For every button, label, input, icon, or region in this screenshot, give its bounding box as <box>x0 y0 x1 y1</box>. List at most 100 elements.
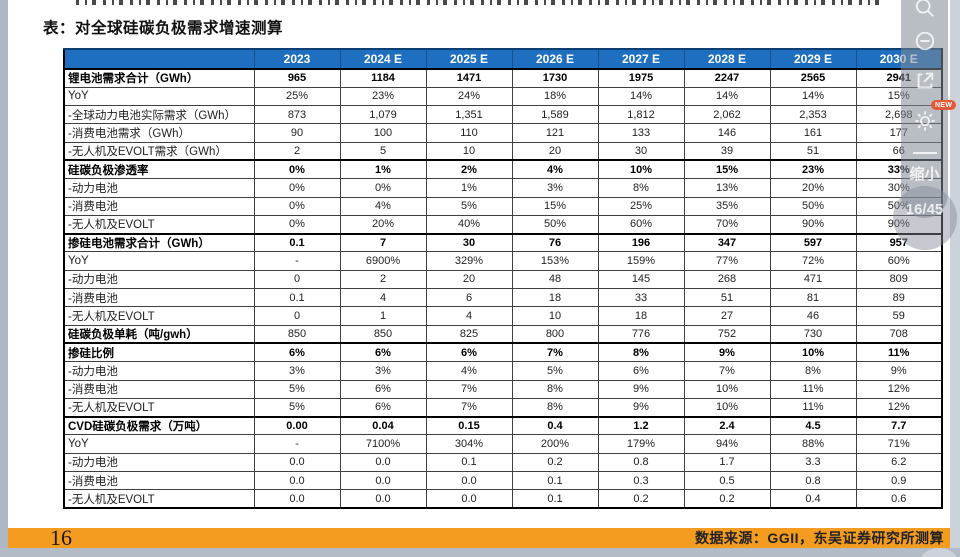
table-cell: 268 <box>683 269 771 290</box>
row-label: YoY <box>63 86 255 107</box>
table-cell: 133 <box>597 123 685 143</box>
row-label: -消费电池 <box>63 471 255 491</box>
table-cell: 39 <box>683 141 771 161</box>
table-cell: 10% <box>683 379 771 399</box>
table-cell: 0.00 <box>253 415 341 436</box>
table-cell: 81 <box>769 288 857 308</box>
row-label: 掺硅比例 <box>63 342 255 363</box>
table-cell: 6900% <box>339 251 427 271</box>
row-label: -动力电池 <box>63 178 255 198</box>
table-row: -动力电池 3% 3% 4% 5% 6% 7% 8% 9% <box>63 361 943 381</box>
brightness-icon[interactable] <box>914 110 936 132</box>
table-cell: 8% <box>597 342 685 363</box>
table-cell: 51 <box>769 141 857 161</box>
table-cell: 6% <box>339 397 427 418</box>
table-cell: 873 <box>253 105 341 125</box>
table-cell: 1% <box>339 159 427 180</box>
table-cell: 10% <box>597 159 685 180</box>
table-cell: 7% <box>683 361 771 381</box>
table-cell: 2% <box>425 159 513 180</box>
table-cell: 5 <box>339 141 427 161</box>
bottom-page-margin <box>0 548 960 557</box>
table-cell: 708 <box>855 324 943 344</box>
table-cell: 0% <box>253 214 341 235</box>
table-cell: 60% <box>855 251 943 271</box>
column-header: 2026 E <box>511 48 599 70</box>
table-cell: 3% <box>511 178 599 198</box>
table-cell: 752 <box>683 324 771 344</box>
table-cell: 0.0 <box>339 452 427 473</box>
share-icon[interactable] <box>914 70 936 92</box>
row-label: -消费电池 <box>63 379 255 399</box>
table-cell: 0.5 <box>683 471 771 491</box>
data-source-note: 数据来源：GGII，东吴证券研究所测算 <box>694 530 944 546</box>
table-cell: 0.2 <box>597 489 685 510</box>
table-row: YoY -6900% 329% 153% 159% 77% 72% 60% <box>63 251 943 271</box>
table-cell: 2247 <box>683 67 771 88</box>
table-cell: 90% <box>769 214 857 235</box>
table-cell: 1730 <box>511 67 599 88</box>
table-cell: 0% <box>253 159 341 180</box>
table-cell: 5% <box>253 397 341 418</box>
column-header: 2024 E <box>339 48 427 70</box>
table-row: -消费电池 5% 6% 7% 8% 9% 10% 11% 12% <box>63 379 943 399</box>
table-cell: 11% <box>769 379 857 399</box>
table-cell: 121 <box>511 123 599 143</box>
table-cell: 2565 <box>769 67 857 88</box>
table-cell: 9% <box>597 379 685 399</box>
row-label: 硅碳负极单耗（吨/gwh） <box>63 324 255 344</box>
table-cell: 25% <box>253 86 341 107</box>
table-row: -无人机及EVOLT 0.0 0.0 0.0 0.1 0.2 0.2 0.4 0.6 <box>63 489 943 510</box>
row-label: -消费电池 <box>63 288 255 308</box>
row-label: -消费电池 <box>63 196 255 216</box>
zoom-out-button[interactable]: 缩小 <box>909 166 940 183</box>
table-cell: 4 <box>425 306 513 326</box>
table-cell: 850 <box>339 324 427 344</box>
table-cell: 71% <box>855 434 943 454</box>
table-cell: 15% <box>511 196 599 216</box>
table-cell: 0.1 <box>425 452 513 473</box>
table-cell: 30 <box>425 232 513 253</box>
table-cell: 10% <box>683 397 771 418</box>
zoom-out-icon[interactable] <box>914 30 936 52</box>
table-cell: 100 <box>339 123 427 143</box>
table-cell: 0.2 <box>683 489 771 510</box>
corner-floating-button[interactable] <box>916 548 960 557</box>
table-cell: 110 <box>425 123 513 143</box>
table-cell: 5% <box>253 379 341 399</box>
table-cell: 0.15 <box>425 415 513 436</box>
table-cell: 8% <box>597 178 685 198</box>
table-cell: 0.0 <box>339 489 427 510</box>
clipped-heading-remnant <box>76 0 886 5</box>
table-cell: 24% <box>425 86 513 107</box>
table-cell: 145 <box>597 269 685 290</box>
table-cell: 9% <box>683 342 771 363</box>
table-cell: 0.2 <box>511 452 599 473</box>
row-label: -动力电池 <box>63 452 255 473</box>
search-icon[interactable] <box>914 0 936 19</box>
column-header <box>63 48 255 70</box>
table-cell: 12% <box>855 397 943 418</box>
table-cell: 0.4 <box>511 415 599 436</box>
table-row: -消费电池需求（GWh） 90 100 110 121 133 146 161 177 <box>63 123 943 143</box>
table-cell: 50% <box>511 214 599 235</box>
table-cell: 8% <box>511 397 599 418</box>
table-row: -动力电池 0% 0% 1% 3% 8% 13% 20% 30% <box>63 178 943 198</box>
table-row: -动力电池 0.0 0.0 0.1 0.2 0.8 1.7 3.3 6.2 <box>63 452 943 473</box>
table-cell: 1,351 <box>425 105 513 125</box>
table-cell: 13% <box>683 178 771 198</box>
table-cell: 77% <box>683 251 771 271</box>
header-row: 2023 2024 E 2025 E 2026 E 2027 E 2028 E 2029 E… <box>63 48 943 70</box>
table-cell: 10% <box>769 342 857 363</box>
table-cell: 1975 <box>597 67 685 88</box>
table-cell: 7% <box>425 397 513 418</box>
table-cell: 0.1 <box>253 288 341 308</box>
table-cell: 90 <box>253 123 341 143</box>
row-label: -无人机及EVOLT需求（GWh） <box>63 141 255 161</box>
table-cell: 0% <box>253 178 341 198</box>
column-header: 2027 E <box>597 48 685 70</box>
table-cell: 7% <box>511 342 599 363</box>
table-cell: 5% <box>425 196 513 216</box>
table-cell: 0 <box>253 269 341 290</box>
table-cell: 10 <box>425 141 513 161</box>
